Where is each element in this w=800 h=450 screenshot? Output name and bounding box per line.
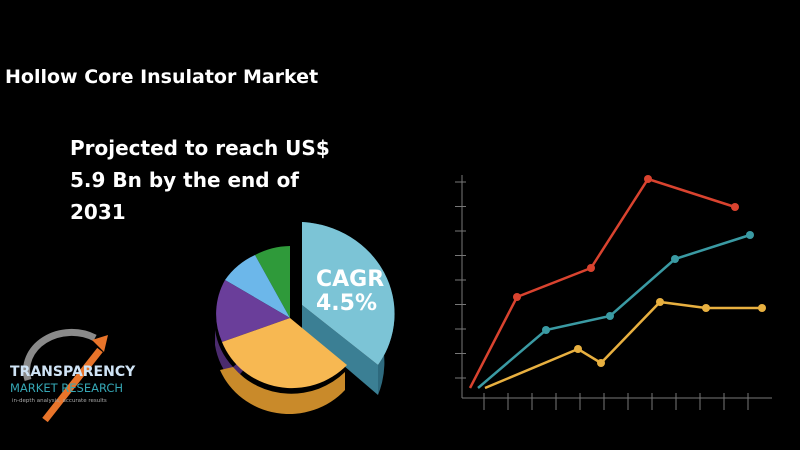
logo: TRANSPARENCY MARKET RESEARCH in-depth an… [10, 328, 136, 423]
point [758, 304, 766, 312]
logo-tagline: in-depth analysis, accurate results [12, 398, 107, 404]
point [746, 231, 754, 239]
point [656, 298, 664, 306]
logo-subname: MARKET RESEARCH [10, 381, 123, 395]
points [513, 175, 766, 367]
cagr-value: 4.5% [316, 291, 377, 316]
title: Hollow Core Insulator Market [5, 66, 319, 88]
point [606, 312, 614, 320]
cagr-label: CAGR [316, 267, 384, 292]
lines [468, 177, 762, 390]
point [574, 345, 582, 353]
point [542, 326, 550, 334]
point [731, 203, 739, 211]
line-chart [455, 175, 772, 410]
point [587, 264, 595, 272]
point [597, 359, 605, 367]
projection-text: Projected to reach US$ 5.9 Bn by the end… [70, 136, 330, 224]
point [702, 304, 710, 312]
point [644, 175, 652, 183]
point [513, 293, 521, 301]
pie-chart: CAGR 4.5% [215, 222, 395, 415]
point [671, 255, 679, 263]
logo-name: TRANSPARENCY [10, 364, 136, 380]
